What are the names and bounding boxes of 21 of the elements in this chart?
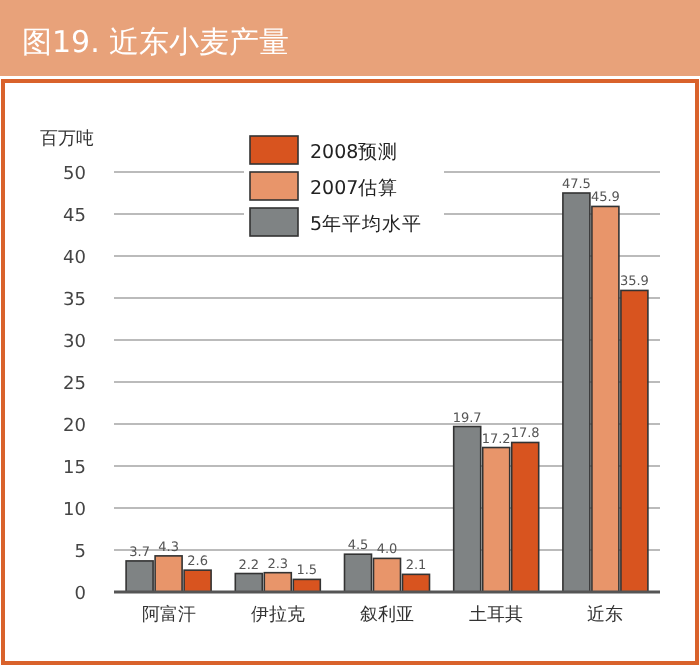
y-tick-label: 10 xyxy=(63,501,87,521)
legend-label: 2007估算 xyxy=(310,176,399,200)
y-tick-label: 20 xyxy=(63,417,87,437)
y-tick-label: 5 xyxy=(74,543,86,563)
y-axis-title: 百万吨 xyxy=(40,128,94,150)
y-tick-label: 45 xyxy=(63,207,86,227)
y-tick-label: 40 xyxy=(63,249,87,269)
legend-label: 5年平均水平 xyxy=(310,212,423,236)
y-tick-label: 0 xyxy=(74,585,87,605)
y-tick-label: 25 xyxy=(63,375,86,395)
y-tick-label: 50 xyxy=(63,165,87,185)
y-tick-label: 35 xyxy=(63,291,86,311)
y-tick-label: 15 xyxy=(63,459,86,479)
chart-title: 图19. 近东小麦产量 xyxy=(22,24,290,60)
y-tick-label: 30 xyxy=(63,333,87,353)
x-tick-label: 伊拉克 xyxy=(250,604,305,626)
x-tick-label: 近东 xyxy=(587,604,624,626)
legend-label: 2008预测 xyxy=(310,140,399,164)
x-tick-label: 叙利亚 xyxy=(360,604,414,626)
x-tick-label: 阿富汗 xyxy=(141,604,196,626)
x-tick-label: 土耳其 xyxy=(469,604,524,626)
